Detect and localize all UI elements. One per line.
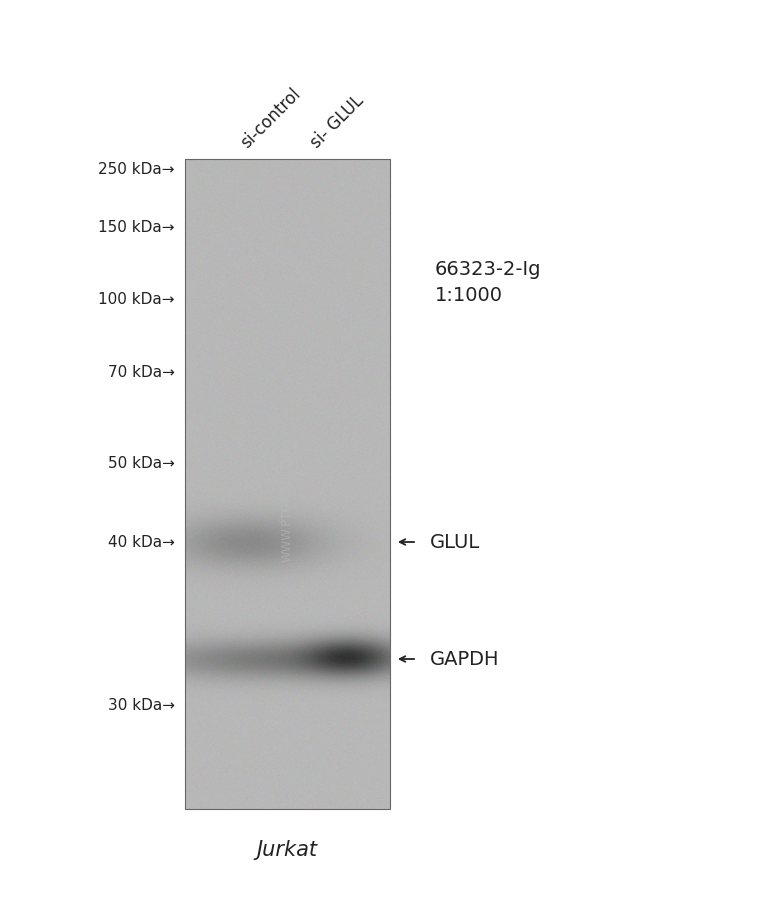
Text: 40 kDa→: 40 kDa→	[108, 535, 175, 550]
Text: 250 kDa→: 250 kDa→	[99, 162, 175, 178]
Text: GLUL: GLUL	[430, 533, 481, 552]
Text: Jurkat: Jurkat	[257, 839, 318, 859]
Text: si-control: si-control	[238, 85, 304, 152]
Text: WWW.PTGAES.COM: WWW.PTGAES.COM	[281, 447, 294, 562]
Text: 70 kDa→: 70 kDa→	[108, 365, 175, 380]
Text: si- GLUL: si- GLUL	[307, 92, 367, 152]
Text: 100 kDa→: 100 kDa→	[99, 292, 175, 308]
Text: 50 kDa→: 50 kDa→	[108, 456, 175, 471]
Text: 150 kDa→: 150 kDa→	[99, 220, 175, 235]
Text: GAPDH: GAPDH	[430, 649, 500, 668]
Bar	[185, 160, 390, 809]
Text: 30 kDa→: 30 kDa→	[108, 698, 175, 713]
Text: 66323-2-Ig
1:1000: 66323-2-Ig 1:1000	[435, 260, 542, 305]
